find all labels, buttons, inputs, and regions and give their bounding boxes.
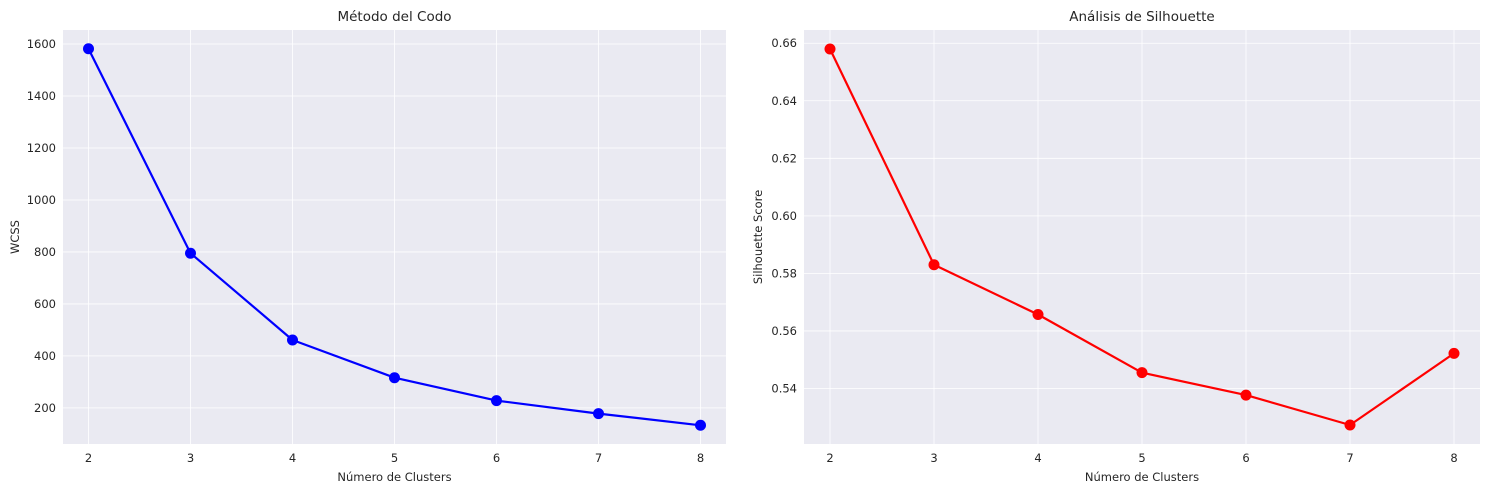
data-point [695, 419, 706, 431]
y-tick-label: 1000 [27, 193, 56, 207]
y-axis-label: Silhouette Score [751, 190, 765, 284]
data-point [1032, 309, 1044, 321]
y-axis-label: WCSS [8, 220, 22, 254]
y-tick-label: 400 [34, 349, 56, 363]
silhouette-chart: 2 3 4 5 6 7 8 0.54 0.56 0.58 0.60 0.62 0.64 0.66 Análi… [751, 9, 1480, 484]
x-tick-label: 3 [930, 451, 937, 465]
data-point [287, 334, 298, 346]
x-tick-label: 4 [289, 451, 296, 465]
data-point [389, 372, 400, 384]
data-point [83, 43, 94, 55]
chart-title: Análisis de Silhouette [1069, 9, 1214, 25]
y-tick-label: 0.54 [771, 381, 797, 395]
x-tick-label: 7 [1346, 451, 1353, 465]
data-point [1136, 367, 1148, 379]
data-point [1344, 419, 1356, 431]
x-axis-label: Número de Clusters [1085, 470, 1199, 484]
chart-title: Método del Codo [337, 9, 451, 25]
x-tick-label: 3 [187, 451, 194, 465]
x-tick-label: 7 [595, 451, 602, 465]
data-point [185, 247, 196, 259]
data-point [491, 395, 502, 407]
y-tick-label: 1400 [27, 89, 56, 103]
y-tick-label: 0.58 [771, 266, 797, 280]
x-axis-label: Número de Clusters [337, 470, 451, 484]
x-tick-label: 2 [85, 451, 92, 465]
x-tick-label: 5 [391, 451, 398, 465]
data-point [928, 259, 940, 271]
y-tick-label: 1200 [27, 141, 56, 155]
y-tick-label: 600 [34, 297, 56, 311]
y-tick-label: 1600 [27, 37, 56, 51]
x-tick-label: 8 [697, 451, 704, 465]
x-tick-label: 5 [1138, 451, 1145, 465]
data-point [1240, 389, 1252, 401]
y-tick-label: 0.66 [771, 36, 797, 50]
data-point [1448, 347, 1460, 359]
y-tick-label: 0.62 [771, 151, 797, 165]
y-tick-label: 0.56 [771, 324, 797, 338]
elbow-chart: 2 3 4 5 6 7 8 200 400 600 800 1000 1200 1400 1600 Métod… [8, 9, 726, 484]
y-tick-label: 800 [34, 245, 56, 259]
y-tick-label: 0.64 [771, 94, 797, 108]
y-tick-label: 0.60 [771, 209, 797, 223]
data-point [593, 408, 604, 420]
x-tick-label: 2 [826, 451, 833, 465]
data-point [824, 43, 836, 55]
y-tick-label: 200 [34, 401, 56, 415]
x-tick-label: 4 [1034, 451, 1041, 465]
x-tick-label: 8 [1450, 451, 1457, 465]
x-tick-label: 6 [493, 451, 500, 465]
x-tick-label: 6 [1242, 451, 1249, 465]
